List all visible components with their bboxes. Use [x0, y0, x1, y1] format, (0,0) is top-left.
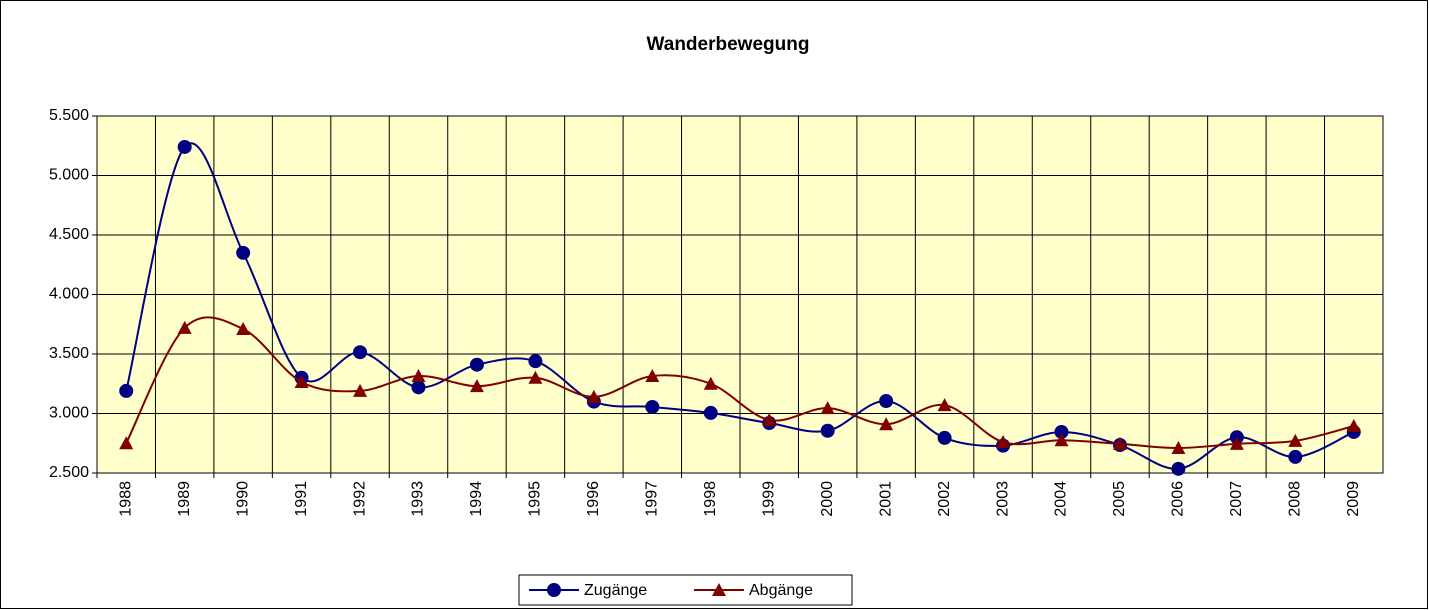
y-tick-label: 5.500 — [49, 107, 89, 124]
x-tick-label: 2003 — [994, 481, 1011, 517]
y-tick-label: 4.500 — [49, 226, 89, 243]
x-tick-label: 1992 — [351, 481, 368, 517]
marker — [820, 401, 835, 415]
marker — [294, 374, 309, 388]
marker — [1112, 436, 1127, 450]
x-tick-label: 2008 — [1287, 481, 1304, 517]
marker — [645, 369, 660, 383]
legend-label: Zugänge — [584, 582, 647, 599]
legend-swatch-marker — [547, 583, 561, 597]
x-tick-label: 1998 — [702, 481, 719, 517]
x-tick-label: 1997 — [644, 481, 661, 517]
x-tick-label: 2001 — [877, 481, 894, 517]
x-tick-label: 2000 — [819, 481, 836, 517]
marker — [937, 398, 952, 412]
x-tick-label: 2004 — [1053, 481, 1070, 517]
y-tick-label: 5.000 — [49, 167, 89, 184]
marker — [645, 399, 660, 414]
x-tick-label: 2005 — [1111, 481, 1128, 517]
x-tick-label: 1995 — [527, 481, 544, 517]
marker — [411, 369, 426, 383]
marker — [1054, 433, 1069, 447]
x-tick-label: 2009 — [1345, 481, 1362, 517]
marker — [528, 370, 543, 384]
x-tick-label: 1989 — [176, 481, 193, 517]
marker — [411, 380, 426, 395]
marker — [1054, 424, 1069, 439]
marker — [703, 376, 718, 390]
marker — [528, 354, 543, 369]
x-tick-label: 1993 — [410, 481, 427, 517]
x-tick-label: 1994 — [468, 481, 485, 517]
marker — [353, 383, 368, 397]
marker — [119, 383, 134, 398]
x-tick-label: 1988 — [117, 481, 134, 517]
x-tick-label: 2002 — [936, 481, 953, 517]
x-tick-label: 1990 — [234, 481, 251, 517]
y-tick-label: 4.000 — [49, 286, 89, 303]
x-tick-label: 2006 — [1170, 481, 1187, 517]
marker — [177, 320, 192, 334]
marker — [820, 423, 835, 438]
y-tick-label: 3.000 — [49, 405, 89, 422]
marker — [1171, 441, 1186, 455]
y-tick-label: 2.500 — [49, 464, 89, 481]
marker — [1288, 433, 1303, 447]
marker — [469, 379, 484, 393]
marker — [469, 357, 484, 372]
marker — [703, 405, 718, 420]
x-tick-label: 2007 — [1228, 481, 1245, 517]
marker — [353, 345, 368, 360]
marker — [1171, 461, 1186, 476]
x-tick-label: 1996 — [585, 481, 602, 517]
legend-swatch-marker — [712, 583, 726, 596]
chart-title: Wanderbewegung — [647, 34, 810, 55]
legend-label: Abgänge — [749, 582, 813, 599]
series-line — [125, 142, 1355, 470]
marker — [236, 245, 251, 260]
y-tick-label: 3.500 — [49, 345, 89, 362]
marker — [879, 417, 894, 431]
marker — [879, 394, 894, 409]
marker — [1288, 449, 1303, 464]
marker — [937, 430, 952, 445]
marker — [119, 436, 134, 450]
marker — [996, 435, 1011, 449]
x-tick-label: 1999 — [760, 481, 777, 517]
marker — [1229, 436, 1244, 450]
marker — [762, 413, 777, 427]
x-tick-label: 1991 — [293, 481, 310, 517]
marker — [1346, 418, 1361, 432]
marker — [236, 322, 251, 336]
marker — [177, 139, 192, 154]
marker — [586, 389, 601, 403]
